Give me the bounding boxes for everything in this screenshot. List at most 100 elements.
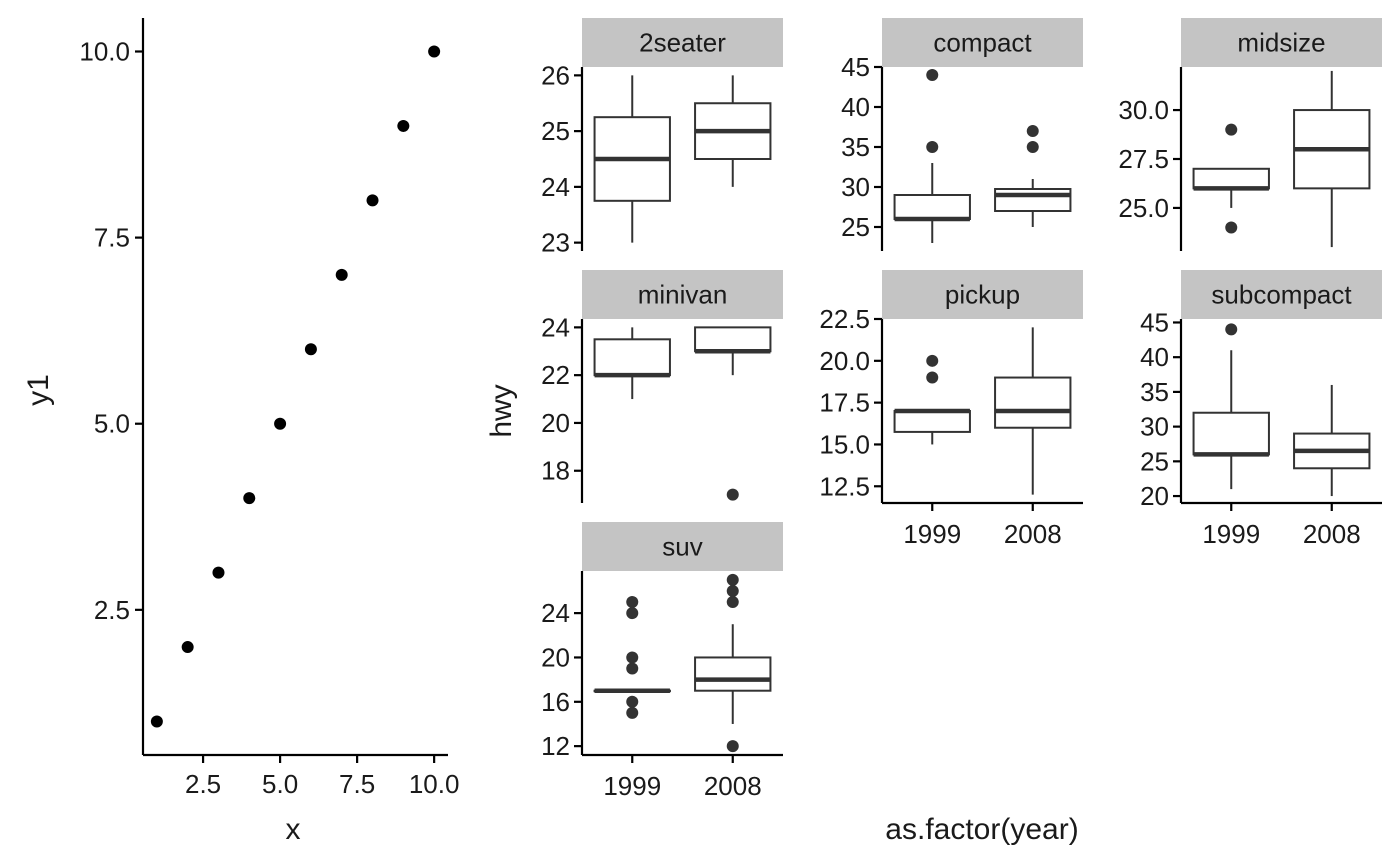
scatter-point: [150, 715, 163, 728]
facet-y-tick-label: 45: [841, 52, 870, 82]
scatter-y-axis-title: y1: [22, 374, 55, 406]
facet-y-tick-label: 16: [541, 687, 570, 717]
box-outlier: [726, 488, 739, 501]
facet-y-tick-label: 20: [541, 408, 570, 438]
facet-x-tick-label: 1999: [903, 519, 961, 549]
facet-y-tick-label: 30.0: [1118, 95, 1169, 125]
scatter-point: [243, 492, 256, 505]
facet-strip-label: suv: [662, 532, 702, 562]
facet-y-tick-label: 40: [841, 92, 870, 122]
facet-y-tick-label: 24: [541, 598, 570, 628]
scatter-point: [366, 194, 379, 207]
box-iqr: [893, 194, 971, 220]
facet-y-tick-label: 15.0: [819, 429, 870, 459]
box-2008: [994, 327, 1072, 495]
box-outlier: [626, 607, 639, 620]
facet-y-tick-label: 30: [1140, 412, 1169, 442]
facet-y-tick-label: 30: [841, 172, 870, 202]
facet-y-tick-label: 22: [541, 360, 570, 390]
box-outlier: [1225, 123, 1238, 136]
box-1999: [593, 327, 671, 400]
facet-y-tick-label: 24: [541, 172, 570, 202]
box-1999: [593, 75, 671, 243]
facet-midsize: midsize 25.0 27.5 30.0: [1118, 18, 1382, 251]
box-outlier: [726, 740, 739, 753]
facet-suv: suv 12 16 20 24 1999 2008: [541, 522, 783, 801]
box-2008: [1293, 384, 1371, 497]
box-outlier: [626, 695, 639, 708]
facet-y-tick-label: 26: [541, 60, 570, 90]
scatter-point: [212, 566, 225, 579]
scatter-point: [274, 417, 287, 430]
box-outlier: [626, 662, 639, 675]
box-outlier: [726, 596, 739, 609]
scatter-x-tick-label: 7.5: [339, 769, 375, 799]
facet-y-tick-label: 23: [541, 228, 570, 258]
facet-y-tick-label: 25: [541, 116, 570, 146]
facet-y-tick-label: 20.0: [819, 346, 870, 376]
facet-strip: [1181, 18, 1382, 67]
box-1999: [1192, 323, 1270, 490]
facet-y-tick-label: 45: [1140, 307, 1169, 337]
facet-compact: compact 25 30 35 40 45: [841, 18, 1083, 251]
facet-y-tick-label: 17.5: [819, 388, 870, 418]
scatter-x-tick-label: 5.0: [262, 769, 298, 799]
scatter-point: [181, 641, 194, 654]
box-2008: [694, 573, 772, 753]
box-outlier: [1026, 141, 1039, 153]
box-iqr: [893, 410, 971, 433]
box-2008: [994, 125, 1072, 227]
box-iqr: [694, 326, 772, 353]
box-outlier: [1225, 323, 1238, 336]
box-1999: [593, 596, 671, 719]
scatter-x-tick-label: 2.5: [185, 769, 221, 799]
box-1999: [1192, 123, 1270, 234]
box-iqr: [593, 338, 671, 377]
facet-minivan: minivan 18 20 22 24: [541, 270, 783, 503]
facet-strip-label: 2seater: [639, 28, 726, 58]
scatter-y-tick-label: 10.0: [79, 37, 130, 67]
facet-y-tick-label: 24: [541, 312, 570, 342]
scatter-y-tick-label: 5.0: [94, 409, 130, 439]
box-outlier: [926, 371, 939, 384]
facet-strip: [582, 18, 783, 67]
boxplot-y-axis-title: hwy: [485, 384, 518, 437]
box-iqr: [994, 188, 1072, 212]
box-outlier: [726, 584, 739, 597]
facet-strip: [882, 18, 1083, 67]
facet-y-tick-label: 20: [541, 642, 570, 672]
scatter-y-tick-label: 7.5: [94, 223, 130, 253]
facet-strip: [582, 270, 783, 319]
scatter-point: [397, 119, 410, 132]
box-outlier: [626, 706, 639, 719]
facet-strip: [882, 270, 1083, 319]
facet-strip: [1181, 270, 1382, 319]
box-outlier: [626, 596, 639, 609]
facet-y-tick-label: 22.5: [819, 304, 870, 334]
box-outlier: [726, 573, 739, 586]
facet-subcompact: subcompact 20 25 30 35 40 45 1999 2008: [1140, 270, 1382, 549]
facet-y-tick-label: 35: [1140, 377, 1169, 407]
boxplot-facet-grid: 2seater 23 24 25 26 compact 25 30 35 40 45 midsize 2…: [541, 18, 1382, 801]
scatter-x-tick-label: 10.0: [409, 769, 460, 799]
box-2008: [694, 75, 772, 187]
box-2008: [694, 326, 772, 501]
box-outlier: [1026, 125, 1039, 137]
facet-x-tick-label: 2008: [704, 771, 762, 801]
box-iqr: [1192, 411, 1270, 456]
facet-y-tick-label: 27.5: [1118, 144, 1169, 174]
box-1999: [893, 69, 971, 243]
scatter-panel: 2.5 5.0 7.5 10.0 2.5 5.0 7.5 10.0: [79, 18, 459, 799]
scatter-point: [428, 45, 441, 58]
facet-strip: [582, 522, 783, 571]
box-outlier: [626, 651, 639, 664]
box-iqr: [1192, 167, 1270, 190]
facet-x-tick-label: 1999: [1202, 519, 1260, 549]
facet-strip-label: subcompact: [1211, 280, 1352, 310]
facet-y-tick-label: 25.0: [1118, 193, 1169, 223]
facet-y-tick-label: 25: [1140, 446, 1169, 476]
facet-y-tick-label: 35: [841, 132, 870, 162]
boxplot-x-axis-title: as.factor(year): [885, 813, 1078, 846]
box-outlier: [926, 141, 939, 153]
